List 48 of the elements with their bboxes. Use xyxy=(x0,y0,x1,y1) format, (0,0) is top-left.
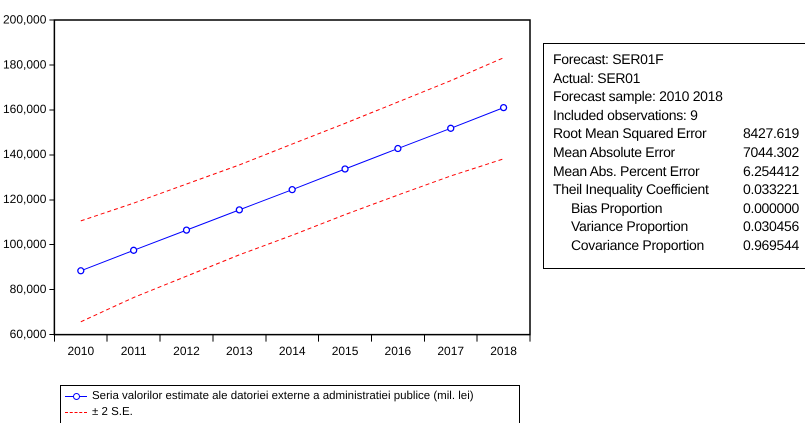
text: 0.969544 xyxy=(743,236,799,255)
point xyxy=(236,206,243,214)
text: Included observations: 9 xyxy=(553,106,699,124)
text: Bias Proportion xyxy=(570,198,664,218)
text: 8427.619 xyxy=(743,124,799,143)
text: 6.254412 xyxy=(743,162,799,180)
x-tick-label: 2015 xyxy=(332,344,359,358)
text: Actual: SER01 xyxy=(553,68,642,88)
text: Mean Abs. Percent Error xyxy=(553,162,700,180)
text: Mean Absolute Error xyxy=(553,142,676,162)
point xyxy=(130,246,138,254)
y-tick-label: 120,000 xyxy=(2,192,47,206)
x-tick-label: 2012 xyxy=(173,344,200,358)
text: 0.033221 xyxy=(743,180,799,199)
point xyxy=(447,124,454,132)
y-tick-label: 100,000 xyxy=(2,237,47,252)
x-tick-label: 2011 xyxy=(120,344,147,358)
point xyxy=(500,104,508,112)
y-tick-label: 200,000 xyxy=(2,12,47,26)
line-series xyxy=(80,57,504,222)
line-series xyxy=(80,158,504,322)
y-tick-label: 180,000 xyxy=(2,57,47,72)
legend-label: ± 2 S.E. xyxy=(92,405,133,420)
text: Theil Inequality Coefficient xyxy=(553,180,710,199)
y-tick-label: 60,000 xyxy=(10,326,47,341)
text: Forecast: SER01F xyxy=(553,50,664,69)
x-tick-label: 2017 xyxy=(437,344,464,358)
text: 0.030456 xyxy=(743,217,799,236)
point xyxy=(288,186,296,194)
text: Root Mean Squared Error xyxy=(553,124,708,143)
y-tick-label: 140,000 xyxy=(2,147,47,162)
point xyxy=(394,144,402,152)
x-tick-label: 2014 xyxy=(278,344,306,358)
text: Variance Proportion xyxy=(570,217,689,236)
y-tick-label: 160,000 xyxy=(2,102,47,116)
text: 0.000000 xyxy=(743,198,799,218)
x-tick-label: 2016 xyxy=(384,344,412,358)
point xyxy=(77,267,84,274)
x-tick-label: 2018 xyxy=(490,344,518,358)
point xyxy=(182,226,190,234)
x-tick-label: 2013 xyxy=(226,344,254,358)
x-tick-label: 2010 xyxy=(67,344,94,358)
text: Covariance Proportion xyxy=(570,236,705,255)
point xyxy=(341,165,349,173)
y-tick-label: 80,000 xyxy=(10,282,47,296)
text: Forecast sample: 2010 2018 xyxy=(553,87,724,106)
text: 7044.302 xyxy=(743,142,799,162)
legend-label: Seria valorilor estimate ale datoriei externe a administratiei publice (mil. lei) xyxy=(92,389,474,404)
